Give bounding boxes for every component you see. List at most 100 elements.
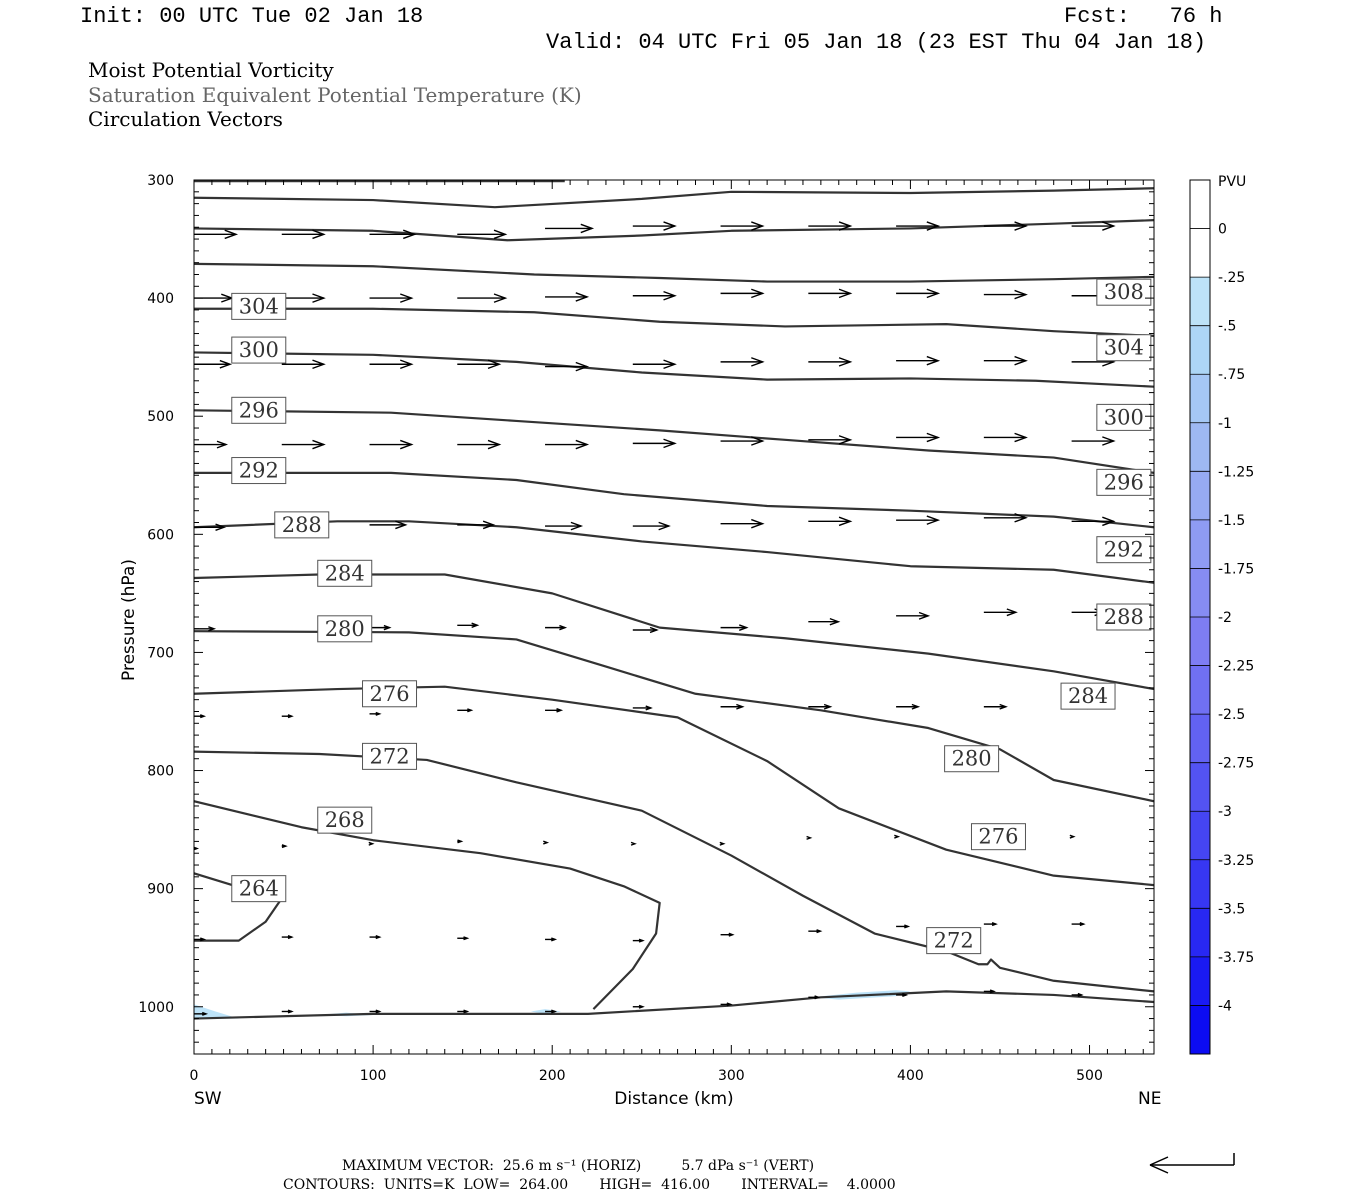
svg-text:288: 288 <box>282 513 322 537</box>
colorbar-label: 0 <box>1218 222 1227 238</box>
colorbar-label: -3.5 <box>1218 901 1245 917</box>
circulation-vector <box>720 357 765 367</box>
circulation-vector <box>720 221 765 231</box>
contour-line <box>194 471 1154 529</box>
contour-label: 280 <box>944 745 1000 773</box>
x-tick-label: 400 <box>897 1068 924 1084</box>
circulation-vector <box>632 938 645 943</box>
colorbar-label: -2.25 <box>1218 659 1254 675</box>
colorbar-label: -2.75 <box>1218 756 1254 772</box>
circulation-vector <box>194 1011 209 1016</box>
svg-text:300: 300 <box>239 338 279 362</box>
circulation-vector <box>369 520 408 530</box>
init-time: Init: 00 UTC Tue 02 Jan 18 <box>80 4 424 29</box>
circulation-vector <box>983 703 1008 710</box>
x-tick-label: 100 <box>360 1068 387 1084</box>
contour-label: 288 <box>274 511 330 539</box>
circulation-vector <box>1071 992 1084 997</box>
circulation-vector <box>194 937 207 942</box>
circulation-vector <box>632 359 677 370</box>
circulation-vector <box>630 841 637 846</box>
contour-label: 292 <box>231 457 287 485</box>
circulation-vector <box>545 937 558 942</box>
circulation-vector <box>632 438 677 449</box>
circulation-vector <box>896 355 941 366</box>
contour-label: 264 <box>231 875 287 903</box>
svg-text:276: 276 <box>978 825 1018 849</box>
circulation-vector <box>1071 922 1086 927</box>
contour-label: 300 <box>1096 403 1152 431</box>
contour-line <box>194 262 1154 283</box>
circulation-vector <box>369 359 414 370</box>
y-tick-label: 300 <box>147 173 174 189</box>
contour-label: 296 <box>1096 468 1152 496</box>
circulation-vector <box>896 515 941 525</box>
y-axis-label: Pressure (hPa) <box>119 559 139 681</box>
contour-info: CONTOURS: UNITS=K LOW= 264.00 HIGH= 416.… <box>283 1177 896 1193</box>
circulation-vector <box>896 221 941 231</box>
contour-line <box>194 409 1154 474</box>
circulation-vector <box>983 221 1028 231</box>
contour-label: 308 <box>1096 278 1152 306</box>
x-axis-label: Distance (km) <box>614 1089 733 1109</box>
svg-text:280: 280 <box>325 617 365 641</box>
svg-text:296: 296 <box>1104 470 1144 494</box>
title-circulation: Circulation Vectors <box>88 107 283 131</box>
circulation-vector <box>457 936 470 941</box>
svg-text:308: 308 <box>1104 280 1144 304</box>
svg-text:264: 264 <box>239 877 279 901</box>
circulation-vector <box>368 841 375 846</box>
circulation-vector <box>1069 834 1076 839</box>
circulation-vector <box>281 439 326 450</box>
contour-line <box>194 800 661 1010</box>
circulation-vector <box>281 359 326 370</box>
circulation-vector <box>896 703 921 710</box>
circulation-vector <box>281 714 294 719</box>
svg-text:272: 272 <box>934 929 974 953</box>
circulation-vector <box>896 288 941 299</box>
colorbar-segment <box>1190 1005 1210 1055</box>
svg-text:288: 288 <box>1104 605 1144 629</box>
contour-label: 272 <box>362 742 418 770</box>
scale-arrow-icon <box>1149 1153 1235 1174</box>
circulation-vector <box>194 229 239 240</box>
circulation-vector <box>983 989 996 994</box>
colorbar-segment <box>1190 665 1210 715</box>
circulation-vector <box>457 622 480 628</box>
colorbar-segment <box>1190 859 1210 909</box>
contour-label: 288 <box>1096 603 1152 631</box>
circulation-vector <box>720 1002 733 1007</box>
x-tick-label: 0 <box>190 1068 199 1084</box>
colorbar-label: -1.75 <box>1218 561 1254 577</box>
svg-text:276: 276 <box>369 682 409 706</box>
circulation-vector <box>457 439 502 450</box>
circulation-vector <box>1071 221 1116 231</box>
x-tick-label: 500 <box>1076 1068 1103 1084</box>
colorbar-label: -3.75 <box>1218 950 1254 966</box>
colorbar-segment <box>1190 422 1210 472</box>
contour-label: 304 <box>231 292 287 320</box>
circulation-vector <box>457 359 502 370</box>
circulation-vector <box>369 293 414 303</box>
y-tick-label: 400 <box>147 291 174 307</box>
circulation-vector <box>808 357 853 367</box>
forecast-hour: Fcst: 76 h <box>1064 4 1223 29</box>
circulation-vector <box>983 608 1018 617</box>
circulation-vector <box>808 703 833 710</box>
contour-line <box>194 990 1154 1020</box>
contour-line <box>194 630 1154 803</box>
circulation-vector <box>632 626 659 634</box>
colorbar-segment <box>1190 762 1210 812</box>
contour-label: 284 <box>1060 682 1116 710</box>
circulation-vector <box>545 708 564 713</box>
circulation-vector <box>281 1009 294 1014</box>
circulation-vector <box>545 292 590 302</box>
colorbar-label: -4 <box>1218 998 1232 1014</box>
colorbar-label: -2.5 <box>1218 707 1245 723</box>
contour-line <box>194 520 1154 584</box>
contour-label: 284 <box>317 559 373 587</box>
colorbar-segment <box>1190 568 1210 618</box>
y-tick-label: 500 <box>147 409 174 425</box>
svg-text:292: 292 <box>239 459 279 483</box>
